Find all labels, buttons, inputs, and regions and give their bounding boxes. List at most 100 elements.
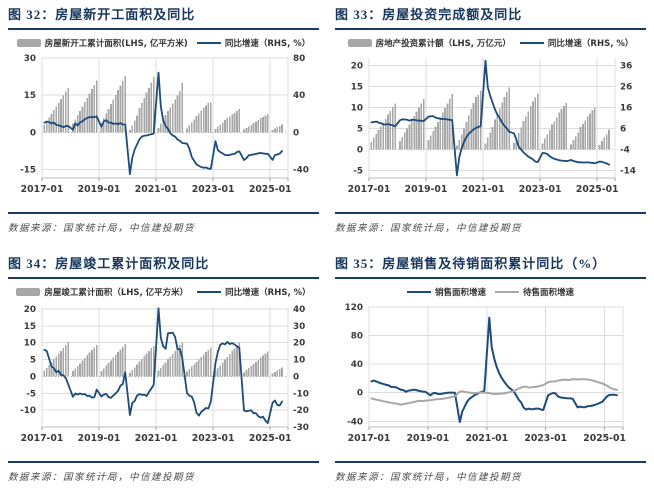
bottom-divider [335,212,646,214]
svg-text:40: 40 [293,91,305,101]
svg-text:2023-01: 2023-01 [519,184,562,195]
bar-series-swatch-icon [347,39,372,47]
figure-33-plot: 20 15 10 5 0 -5 36 26 16 6 -4 -14 2017-01 2019-01 2021… [348,58,636,195]
svg-text:20: 20 [351,62,363,72]
title-divider [335,28,646,30]
source-note: 数据来源：国家统计局，中信建投期货 [335,473,523,483]
svg-text:36: 36 [620,62,632,72]
source-note: 数据来源：国家统计局，中信建投期货 [8,224,196,234]
svg-text:20: 20 [24,305,36,315]
legend-item-line: 同比增速（RHS, %） [519,37,634,49]
svg-text:-40: -40 [347,417,363,427]
bottom-divider [8,461,319,463]
legend-item-bars: 房地产投资累计额（LHS, 万亿元） [347,37,511,49]
legend-label: 房屋新开工累计面积(LHS, 亿平方米) [44,39,188,49]
figure-32-legend: 房屋新开工累计面积(LHS, 亿平方米) 同比增速（RHS, %） [8,37,319,49]
figure-34-panel: 图 34：房屋竣工累计面积及同比 房屋竣工累计面积（LHS, 亿平方米） 同比增… [0,249,327,498]
bar-series-swatch-icon [16,39,41,47]
title-divider [335,277,646,279]
bottom-divider [8,212,319,214]
svg-text:2025-01: 2025-01 [249,184,292,195]
svg-text:-10: -10 [20,406,36,416]
svg-text:2021-01: 2021-01 [465,433,508,444]
svg-text:120: 120 [345,303,363,313]
svg-text:2023-01: 2023-01 [192,184,235,195]
svg-text:10: 10 [293,356,305,366]
legend-label: 同比增速（RHS, %） [225,288,311,298]
bottom-divider [335,461,646,463]
figure-32-title: 图 32：房屋新开工面积及同比 [8,7,196,22]
figure-34-legend: 房屋竣工累计面积（LHS, 亿平方米） 同比增速（RHS, %） [8,286,319,298]
svg-text:2019-01: 2019-01 [78,433,121,444]
svg-text:2021-01: 2021-01 [135,184,178,195]
legend-label: 房屋竣工累计面积（LHS, 亿平方米） [44,288,189,298]
svg-text:0: 0 [357,146,363,156]
svg-text:2019-01: 2019-01 [78,184,121,195]
svg-text:5: 5 [357,125,363,135]
figure-35-title: 图 35：房屋销售及待销面积累计同比（%） [335,256,607,271]
legend-item-sales-line: 销售面积增速 [406,286,486,298]
blue-line-swatch-icon [406,290,431,294]
source-note: 数据来源：国家统计局，中信建投期货 [335,224,523,234]
svg-text:40: 40 [351,360,363,370]
svg-text:15: 15 [351,83,363,93]
svg-text:6: 6 [620,125,626,135]
svg-text:2025-01: 2025-01 [576,184,619,195]
line-series-swatch-icon [196,41,221,45]
svg-text:16: 16 [620,104,632,114]
svg-text:0: 0 [357,389,363,399]
figure-33-title: 图 33：房屋投资完成额及同比 [335,7,523,22]
svg-text:2025-01: 2025-01 [583,433,626,444]
svg-text:-5: -5 [353,166,363,176]
figure-35-plot: 120 80 40 0 -40 2017-01 2019-01 2021-01 2023-01 2… [345,303,626,444]
figure-34-title: 图 34：房屋竣工累计面积及同比 [8,256,210,271]
svg-text:15: 15 [24,322,36,332]
svg-text:10: 10 [351,104,363,114]
svg-text:40: 40 [293,305,305,315]
svg-text:-40: -40 [293,166,309,176]
svg-text:80: 80 [293,54,305,64]
svg-text:2017-01: 2017-01 [348,433,391,444]
svg-text:15: 15 [24,91,36,101]
legend-item-line: 同比增速（RHS, %） [197,286,311,298]
line-series-swatch-icon [519,41,544,45]
svg-text:0: 0 [293,372,299,382]
figure-33-legend: 房地产投资累计额（LHS, 万亿元） 同比增速（RHS, %） [335,37,646,49]
svg-text:2021-01: 2021-01 [135,433,178,444]
line-series-swatch-icon [197,290,222,294]
figure-32-plot: 30 15 0 -15 80 40 0 -40 2017-01 2019-01 2021-01 202… [20,54,309,195]
svg-text:2019-01: 2019-01 [405,184,448,195]
svg-text:2025-01: 2025-01 [249,433,292,444]
legend-label: 同比增速（RHS, %） [547,39,634,49]
svg-text:-20: -20 [293,406,309,416]
svg-text:2023-01: 2023-01 [524,433,567,444]
svg-text:30: 30 [293,322,305,332]
svg-text:-30: -30 [293,423,309,433]
svg-text:30: 30 [24,54,36,64]
svg-text:-10: -10 [293,389,309,399]
source-note: 数据来源：国家统计局，中信建投期货 [8,473,196,483]
svg-text:2023-01: 2023-01 [192,433,235,444]
legend-item-bars: 房屋新开工累计面积(LHS, 亿平方米) [16,37,188,49]
legend-item-bars: 房屋竣工累计面积（LHS, 亿平方米） [16,286,188,298]
svg-text:2021-01: 2021-01 [462,184,505,195]
svg-text:-15: -15 [20,166,36,176]
gray-line-swatch-icon [495,290,519,294]
legend-label: 房地产投资累计额（LHS, 万亿元） [375,39,511,49]
figure-33-panel: 图 33：房屋投资完成额及同比 房地产投资累计额（LHS, 万亿元） 同比增速（… [327,0,654,249]
svg-text:2017-01: 2017-01 [348,184,391,195]
legend-item-inventory-line: 待售面积增速 [495,286,574,298]
svg-text:-4: -4 [620,146,630,156]
figure-32-panel: 图 32：房屋新开工面积及同比 房屋新开工累计面积(LHS, 亿平方米) 同比增… [0,0,327,249]
svg-text:0: 0 [30,128,36,138]
svg-text:2017-01: 2017-01 [21,184,64,195]
svg-text:10: 10 [24,339,36,349]
svg-text:26: 26 [620,83,632,93]
figure-35-panel: 图 35：房屋销售及待销面积累计同比（%） 销售面积增速 待售面积增速 120 8… [327,249,654,498]
svg-text:20: 20 [293,339,305,349]
svg-text:80: 80 [351,332,363,342]
figure-35-legend: 销售面积增速 待售面积增速 [335,286,646,298]
svg-text:0: 0 [293,128,299,138]
svg-text:5: 5 [30,356,36,366]
